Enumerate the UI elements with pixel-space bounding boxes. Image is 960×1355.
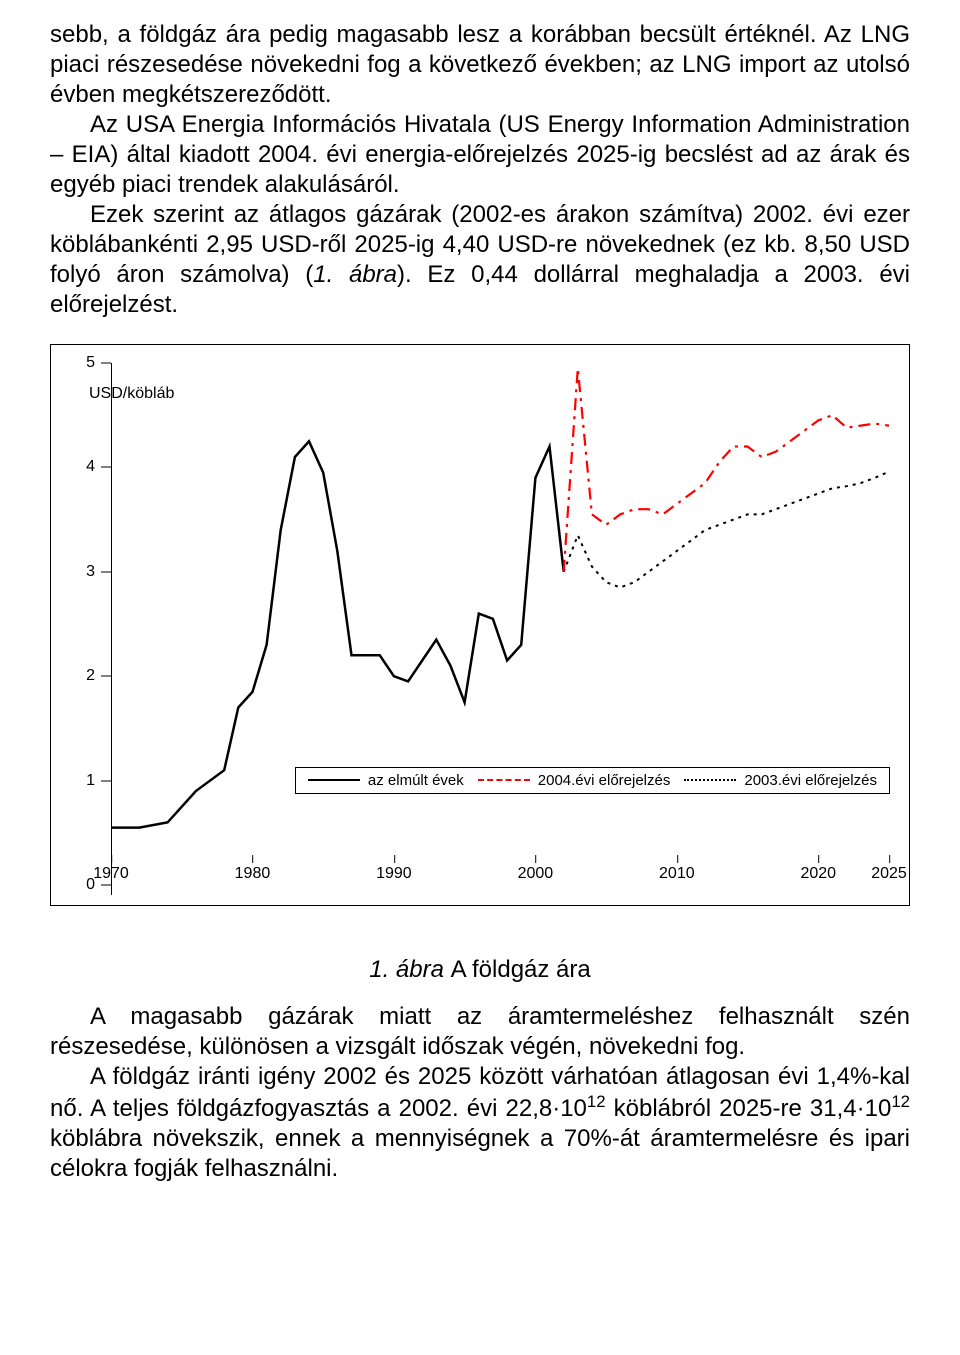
chart-plot-area: USD/köbláb az elmúlt évek2004.évi előrej…	[111, 363, 889, 835]
x-tick: 1990	[376, 865, 412, 883]
y-tick: 3	[65, 563, 95, 581]
paragraph-1: sebb, a földgáz ára pedig magasabb lesz …	[50, 20, 910, 110]
paragraph-after-2: A földgáz iránti igény 2002 és 2025 közö…	[50, 1062, 910, 1184]
y-tick: 4	[65, 458, 95, 476]
series-line	[564, 472, 889, 588]
paragraph-2: Az USA Energia Információs Hivatala (US …	[50, 110, 910, 200]
legend-label: 2003.évi előrejelzés	[744, 772, 877, 789]
series-line	[564, 368, 889, 572]
paragraph-3: Ezek szerint az átlagos gázárak (2002-es…	[50, 200, 910, 320]
paragraph-after-1: A magasabb gázárak miatt az áramtermelés…	[50, 1002, 910, 1062]
a2-sup1: 12	[587, 1092, 606, 1111]
x-axis: 1970198019902000201020202025	[111, 855, 889, 885]
x-tick: 1970	[93, 865, 129, 883]
chart-legend: az elmúlt évek 2004.évi előrejelzés 2003.é…	[295, 767, 890, 794]
caption-text: A földgáz ára	[451, 956, 591, 983]
x-tick: 1980	[235, 865, 271, 883]
x-tick: 2000	[518, 865, 554, 883]
legend-swatch	[308, 779, 360, 781]
x-tick: 2020	[800, 865, 836, 883]
y-axis-unit-label: USD/köbláb	[89, 385, 174, 403]
legend-label: 2004.évi előrejelzés	[538, 772, 671, 789]
a2-b: köblábról 2025-re 31,4·10	[606, 1095, 892, 1122]
legend-swatch	[684, 779, 736, 781]
legend-swatch	[478, 779, 530, 781]
y-tick: 2	[65, 667, 95, 685]
legend-label: az elmúlt évek	[368, 772, 464, 789]
p3-figure-ref: 1. ábra	[313, 261, 397, 288]
y-tick: 0	[65, 876, 95, 894]
figure-caption: 1. ábra A földgáz ára	[50, 956, 910, 984]
legend-item: az elmúlt évek	[308, 772, 464, 789]
chart-svg	[111, 363, 889, 835]
legend-item: 2003.évi előrejelzés	[684, 772, 877, 789]
x-tick: 2010	[659, 865, 695, 883]
caption-number: 1. ábra	[369, 956, 450, 983]
legend-item: 2004.évi előrejelzés	[478, 772, 671, 789]
a2-sup2: 12	[891, 1092, 910, 1111]
y-tick: 1	[65, 772, 95, 790]
x-tick: 2025	[871, 865, 907, 883]
a2-c: köblábra növekszik, ennek a mennyiségnek…	[50, 1125, 910, 1182]
gas-price-chart: USD/köbláb az elmúlt évek 2004.évi előrej…	[50, 344, 910, 906]
y-tick: 5	[65, 354, 95, 372]
